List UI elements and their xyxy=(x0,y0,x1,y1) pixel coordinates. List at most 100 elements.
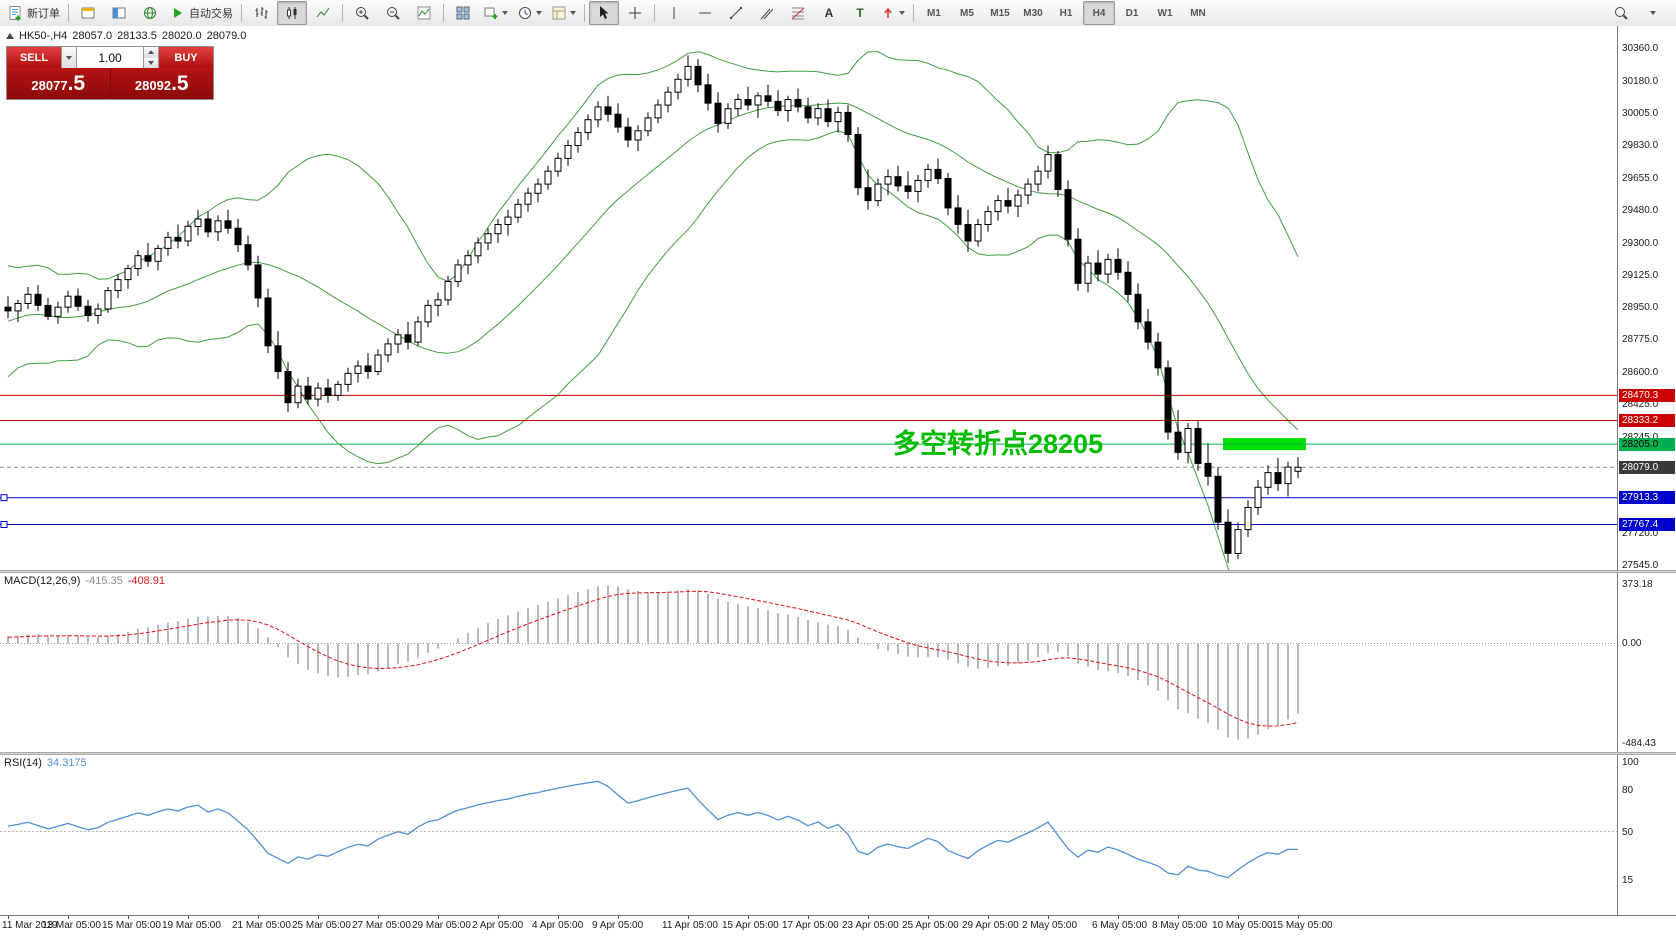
rsi-panel[interactable]: 100 80 50 15 RSI(14) 34.3175 xyxy=(0,755,1676,915)
toolbar-overflow-button[interactable] xyxy=(1638,1,1668,25)
candlestick-mode-button[interactable] xyxy=(277,1,307,25)
zoom-out-button[interactable] xyxy=(378,1,408,25)
timeframe-mn[interactable]: MN xyxy=(1190,7,1206,19)
time-tick-mark xyxy=(808,916,809,919)
macd-tick: -484.43 xyxy=(1622,738,1656,749)
symbol-period-label: HK50-,H4 xyxy=(19,30,68,42)
rsi-axis[interactable]: 100 80 50 15 xyxy=(1617,755,1676,915)
panel-splitter[interactable] xyxy=(0,570,1676,573)
text-tool-button[interactable]: A xyxy=(814,1,844,25)
indicators-button[interactable] xyxy=(409,1,439,25)
close-value: 28079.0 xyxy=(206,30,247,42)
macd-signal-value: -408.91 xyxy=(127,575,166,587)
label-tool-button[interactable]: T xyxy=(845,1,875,25)
volume-input[interactable]: 1.00 xyxy=(77,47,143,68)
main-toolbar: 新订单 自动交易 xyxy=(0,0,1676,27)
collapse-panel-icon[interactable] xyxy=(6,33,14,39)
cursor-tool-button[interactable] xyxy=(589,1,619,25)
toolbar-separator xyxy=(241,4,242,22)
sell-button[interactable]: SELL xyxy=(7,47,61,68)
timeframe-m30[interactable]: M30 xyxy=(1023,7,1043,19)
timeframe-h1[interactable]: H1 xyxy=(1059,7,1073,19)
channel-tool-button[interactable] xyxy=(752,1,782,25)
price-tick: 27720.0 xyxy=(1622,528,1659,539)
price-label-chip: 27767.4 xyxy=(1619,518,1675,531)
macd-panel[interactable]: 373.18 0.00 -484.43 MACD(12,26,9) -415.35 -4… xyxy=(0,573,1676,752)
channel-icon xyxy=(760,8,774,20)
new-order-icon xyxy=(9,6,21,21)
time-tick-mark xyxy=(1178,916,1179,919)
price-tick: 30360.0 xyxy=(1622,43,1659,54)
time-tick-label: 29 Mar 05:00 xyxy=(412,920,471,931)
search-button[interactable] xyxy=(1606,1,1636,25)
price-tick: 28775.0 xyxy=(1622,334,1659,345)
arrows-tool-button[interactable] xyxy=(876,1,909,25)
timeframe-m15[interactable]: M15 xyxy=(990,7,1010,19)
candlestick-icon xyxy=(287,7,297,19)
sell-price[interactable]: 28077 .5 xyxy=(7,68,110,99)
time-tick-mark xyxy=(8,916,9,919)
volume-dropdown[interactable] xyxy=(61,47,77,68)
bar-chart-mode-button[interactable] xyxy=(246,1,276,25)
timeframe-m1[interactable]: M1 xyxy=(927,7,941,19)
time-tick-mark xyxy=(128,916,129,919)
zoom-in-icon xyxy=(356,7,369,20)
trendline-tool-button[interactable] xyxy=(721,1,751,25)
macd-svg xyxy=(0,585,1618,740)
macd-label: MACD(12,26,9) -415.35 -408.91 xyxy=(4,575,165,587)
line-chart-mode-button[interactable] xyxy=(308,1,338,25)
macd-histogram xyxy=(7,585,1299,740)
price-tick: 30005.0 xyxy=(1622,108,1659,119)
tile-windows-button[interactable] xyxy=(448,1,478,25)
macd-name: MACD(12,26,9) xyxy=(4,575,81,587)
zoom-in-button[interactable] xyxy=(347,1,377,25)
rsi-tick: 100 xyxy=(1622,757,1639,768)
time-tick-label: 9 Apr 05:00 xyxy=(592,920,644,931)
autotrading-label: 自动交易 xyxy=(189,8,233,20)
price-label-chip: 28333.2 xyxy=(1619,414,1675,427)
buy-button[interactable]: BUY xyxy=(159,47,213,68)
price-axis[interactable]: 30360.0 30180.0 30005.0 29830.0 29655.0 29480… xyxy=(1617,26,1676,571)
chevron-down-icon xyxy=(502,11,508,15)
macd-signal-line xyxy=(7,590,1299,727)
vertical-line-tool-button[interactable] xyxy=(659,1,689,25)
fibonacci-tool-button[interactable] xyxy=(783,1,813,25)
price-chart-panel[interactable]: 30360.0 30180.0 30005.0 29830.0 29655.0 29480… xyxy=(0,26,1676,571)
time-tick-mark xyxy=(1048,916,1049,919)
window-icon xyxy=(81,7,95,19)
buy-price[interactable]: 28092 .5 xyxy=(109,68,213,99)
refresh-button[interactable] xyxy=(135,1,165,25)
chevron-down-icon xyxy=(66,55,72,60)
hline-handle[interactable] xyxy=(0,494,8,502)
navigator-button[interactable] xyxy=(104,1,134,25)
buy-price-frac: .5 xyxy=(171,71,189,95)
tile-windows-icon xyxy=(456,6,470,20)
templates-button[interactable] xyxy=(547,1,580,25)
panel-splitter[interactable] xyxy=(0,752,1676,755)
timeframe-w1[interactable]: W1 xyxy=(1157,7,1173,19)
time-tick-mark xyxy=(558,916,559,919)
volume-down-button[interactable] xyxy=(144,57,158,68)
volume-up-button[interactable] xyxy=(144,47,158,58)
time-axis[interactable]: 11 Mar 2019 13 Mar 05:00 15 Mar 05:00 19 Ma… xyxy=(0,915,1676,947)
timeframe-d1[interactable]: D1 xyxy=(1125,7,1139,19)
timeframe-h4[interactable]: H4 xyxy=(1083,1,1115,25)
time-tick-label: 21 Mar 05:00 xyxy=(232,920,291,931)
macd-axis[interactable]: 373.18 0.00 -484.43 xyxy=(1617,573,1676,752)
hline-handle[interactable] xyxy=(0,521,8,528)
new-chart-button[interactable] xyxy=(479,1,512,25)
market-watch-button[interactable] xyxy=(73,1,103,25)
bollinger-upper-band xyxy=(7,51,1299,283)
chart-annotation-text[interactable]: 多空转折点28205 xyxy=(893,429,1104,459)
crosshair-tool-button[interactable] xyxy=(620,1,650,25)
new-order-button[interactable]: 新订单 xyxy=(4,1,64,25)
clock-icon xyxy=(519,7,531,19)
rsi-name: RSI(14) xyxy=(4,757,42,769)
horizontal-line-tool-button[interactable] xyxy=(690,1,720,25)
autotrading-button[interactable]: 自动交易 xyxy=(166,1,237,25)
periods-button[interactable] xyxy=(513,1,546,25)
new-order-label: 新订单 xyxy=(27,8,60,20)
time-tick-label: 29 Apr 05:00 xyxy=(962,920,1019,931)
timeframe-m5[interactable]: M5 xyxy=(960,7,974,19)
price-tick: 29300.0 xyxy=(1622,238,1659,249)
